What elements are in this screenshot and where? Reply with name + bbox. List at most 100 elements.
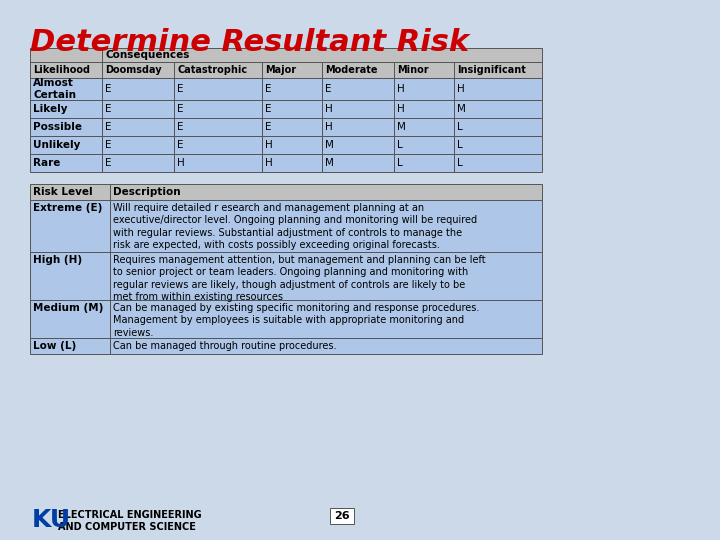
Bar xyxy=(30,78,102,100)
Bar xyxy=(102,154,174,172)
Text: E: E xyxy=(325,84,331,94)
Text: ELECTRICAL ENGINEERING
AND COMPUTER SCIENCE: ELECTRICAL ENGINEERING AND COMPUTER SCIE… xyxy=(58,510,202,531)
Bar xyxy=(174,136,262,154)
Text: Doomsday: Doomsday xyxy=(105,65,161,75)
Text: Moderate: Moderate xyxy=(325,65,377,75)
Bar xyxy=(30,48,102,62)
Text: Major: Major xyxy=(265,65,296,75)
Text: E: E xyxy=(105,84,112,94)
Bar xyxy=(30,184,110,200)
Text: H: H xyxy=(397,84,405,94)
Text: H: H xyxy=(265,158,273,168)
Text: KU: KU xyxy=(32,508,71,532)
Bar xyxy=(394,62,454,78)
Bar xyxy=(454,118,542,136)
Bar xyxy=(322,154,394,172)
Bar xyxy=(262,154,322,172)
Text: E: E xyxy=(265,104,271,114)
Text: M: M xyxy=(325,140,334,150)
Text: Medium (M): Medium (M) xyxy=(33,303,104,313)
Text: M: M xyxy=(325,158,334,168)
Text: M: M xyxy=(457,104,466,114)
Bar xyxy=(30,200,110,252)
Text: Unlikely: Unlikely xyxy=(33,140,81,150)
Bar xyxy=(262,136,322,154)
Text: Low (L): Low (L) xyxy=(33,341,76,351)
Text: Will require detailed r esearch and management planning at an
executive/director: Will require detailed r esearch and mana… xyxy=(113,203,477,250)
Bar xyxy=(102,48,542,62)
Bar xyxy=(102,78,174,100)
Bar xyxy=(454,154,542,172)
Bar xyxy=(30,100,102,118)
Bar xyxy=(322,100,394,118)
Text: E: E xyxy=(105,104,112,114)
Text: Description: Description xyxy=(113,187,181,197)
Text: L: L xyxy=(457,158,463,168)
Bar xyxy=(394,154,454,172)
Bar xyxy=(454,62,542,78)
Bar xyxy=(102,62,174,78)
Bar xyxy=(262,62,322,78)
Text: Rare: Rare xyxy=(33,158,60,168)
Bar xyxy=(110,300,542,338)
Bar xyxy=(322,78,394,100)
Text: High (H): High (H) xyxy=(33,255,82,265)
Text: E: E xyxy=(105,158,112,168)
Text: E: E xyxy=(265,122,271,132)
Bar xyxy=(174,62,262,78)
Text: Risk Level: Risk Level xyxy=(33,187,93,197)
Bar xyxy=(174,154,262,172)
Text: Determine Resultant Risk: Determine Resultant Risk xyxy=(30,28,469,57)
Bar xyxy=(174,78,262,100)
Bar xyxy=(110,252,542,300)
Bar xyxy=(330,508,354,524)
Text: E: E xyxy=(177,140,184,150)
Bar xyxy=(262,100,322,118)
Text: Almost
Certain: Almost Certain xyxy=(33,78,76,100)
Text: 26: 26 xyxy=(334,511,350,521)
Text: H: H xyxy=(177,158,185,168)
Bar xyxy=(174,100,262,118)
Bar xyxy=(394,136,454,154)
Text: Minor: Minor xyxy=(397,65,428,75)
Bar xyxy=(30,154,102,172)
Bar xyxy=(102,118,174,136)
Bar xyxy=(322,62,394,78)
Text: Likelihood: Likelihood xyxy=(33,65,90,75)
Text: H: H xyxy=(397,104,405,114)
Bar xyxy=(262,78,322,100)
Text: Can be managed through routine procedures.: Can be managed through routine procedure… xyxy=(113,341,336,351)
Text: Insignificant: Insignificant xyxy=(457,65,526,75)
Bar xyxy=(102,136,174,154)
Bar xyxy=(394,118,454,136)
Bar xyxy=(454,78,542,100)
Text: Catastrophic: Catastrophic xyxy=(177,65,247,75)
Bar xyxy=(322,118,394,136)
Bar xyxy=(110,338,542,354)
Text: M: M xyxy=(397,122,406,132)
Text: L: L xyxy=(397,140,402,150)
Bar xyxy=(110,200,542,252)
Text: H: H xyxy=(265,140,273,150)
Bar xyxy=(322,136,394,154)
Text: Possible: Possible xyxy=(33,122,82,132)
Bar xyxy=(30,252,110,300)
Bar xyxy=(30,300,110,338)
Text: L: L xyxy=(397,158,402,168)
Bar xyxy=(394,78,454,100)
Bar xyxy=(30,62,102,78)
Text: Consequences: Consequences xyxy=(106,50,190,60)
Text: L: L xyxy=(457,140,463,150)
Bar xyxy=(30,136,102,154)
Text: E: E xyxy=(177,84,184,94)
Text: E: E xyxy=(265,84,271,94)
Text: Likely: Likely xyxy=(33,104,68,114)
Text: H: H xyxy=(325,122,333,132)
Text: H: H xyxy=(325,104,333,114)
Text: E: E xyxy=(177,104,184,114)
Text: Requires management attention, but management and planning can be left
to senior: Requires management attention, but manag… xyxy=(113,255,485,302)
Bar xyxy=(454,100,542,118)
Text: L: L xyxy=(457,122,463,132)
Text: Can be managed by existing specific monitoring and response procedures.
Manageme: Can be managed by existing specific moni… xyxy=(113,303,480,338)
Bar xyxy=(262,118,322,136)
